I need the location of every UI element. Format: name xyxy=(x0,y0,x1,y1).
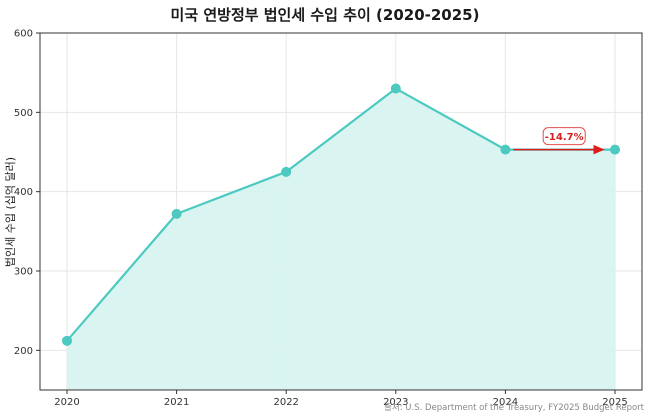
data-point xyxy=(390,83,401,94)
data-point xyxy=(171,208,182,219)
y-tick-label: 500 xyxy=(14,108,33,119)
area-fill-shape xyxy=(67,88,615,391)
source-note: 출처: U.S. Department of the Treasury, FY2… xyxy=(384,402,645,413)
data-point xyxy=(500,144,511,155)
x-tick-label: 2023 xyxy=(383,397,408,408)
chart-title: 미국 연방정부 법인세 수입 추이 (2020-2025) xyxy=(171,6,480,24)
y-tick-label: 300 xyxy=(14,267,33,278)
x-axis-ticks: 2020 2021 2022 2023 2024 2025 xyxy=(54,390,628,408)
data-points xyxy=(62,83,620,346)
x-tick-label: 2021 xyxy=(164,397,189,408)
annotation: -14.7% xyxy=(513,127,605,155)
plot-frame xyxy=(39,32,643,391)
data-point xyxy=(610,144,620,155)
data-point xyxy=(62,335,72,346)
y-tick-label: 200 xyxy=(14,346,33,357)
annotation-box xyxy=(542,127,586,146)
x-tick-label: 2022 xyxy=(273,397,298,408)
x-tick-label: 2025 xyxy=(602,397,627,408)
area-fill xyxy=(67,88,615,391)
y-axis-ticks: 200 300 400 500 600 xyxy=(14,29,40,357)
y-tick-label: 400 xyxy=(14,187,33,198)
y-axis-label: 법인세 수입 (십억 달러) xyxy=(4,157,17,267)
data-point xyxy=(281,166,292,177)
y-tick-label: 600 xyxy=(14,29,33,40)
x-tick-label: 2020 xyxy=(54,397,79,408)
annotation-label: -14.7% xyxy=(545,132,584,143)
x-tick-label: 2024 xyxy=(493,397,518,408)
